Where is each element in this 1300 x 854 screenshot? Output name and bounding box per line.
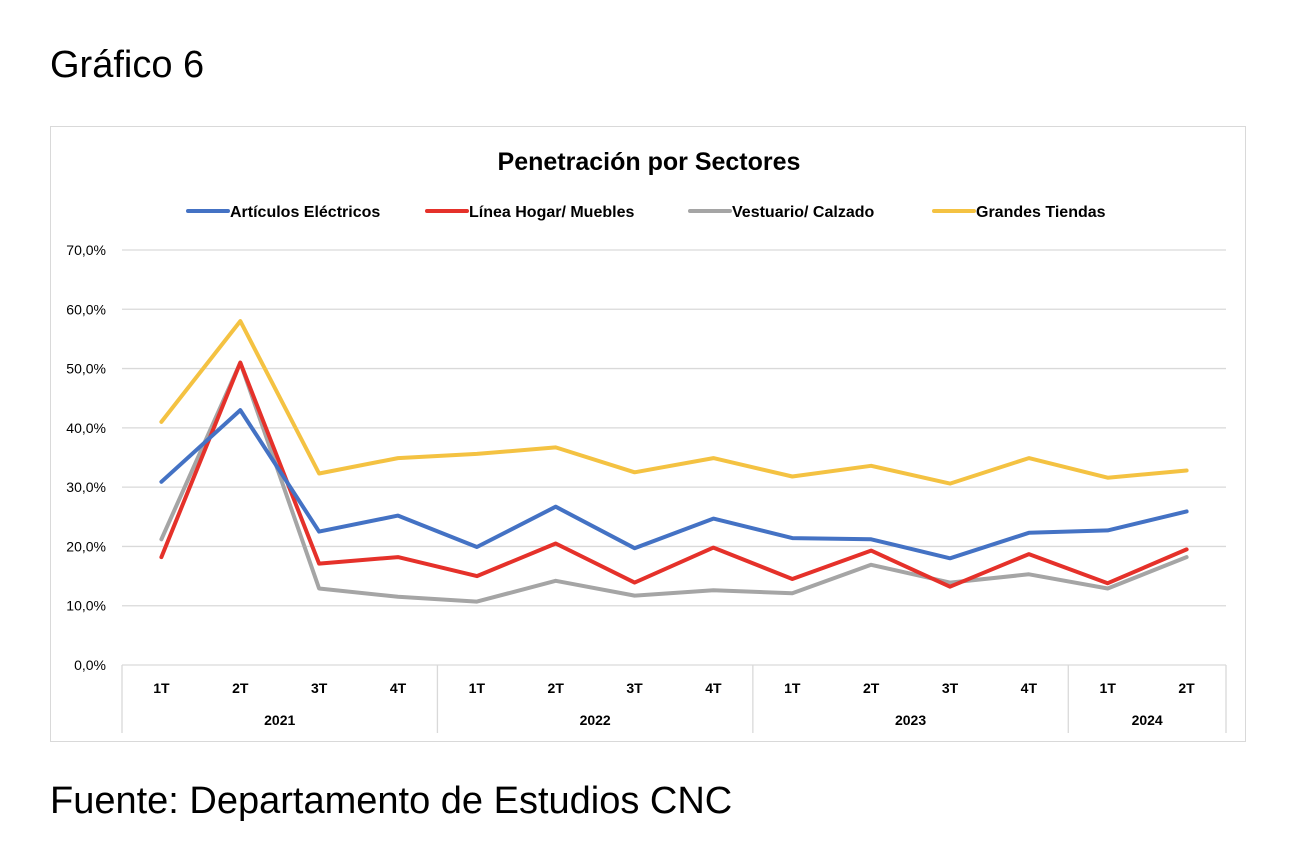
y-tick-label: 60,0%: [66, 301, 106, 317]
x-tick-label: 2T: [548, 680, 565, 696]
x-tick-label: 2T: [1178, 680, 1195, 696]
y-tick-label: 20,0%: [66, 538, 106, 554]
legend: Artículos Eléctricos Línea Hogar/ Muebles…: [186, 204, 1106, 221]
chart-title: Penetración por Sectores: [498, 148, 801, 176]
x-axis: 1T 2T 3T 4T 1T 2T 3T 4T 1T 2T 3T 4T 1T 2T 2021 2022 2023…: [121, 665, 1227, 733]
x-group-label: 2023: [895, 712, 926, 728]
series-line-1: [159, 360, 1189, 589]
x-tick-label: 1T: [153, 680, 170, 696]
legend-label: Grandes Tiendas: [976, 204, 1106, 221]
y-tick-label: 10,0%: [66, 598, 106, 614]
y-tick-label: 50,0%: [66, 361, 106, 377]
x-tick-label: 1T: [469, 680, 486, 696]
x-tick-label: 4T: [390, 680, 407, 696]
chart-frame: [50, 126, 1246, 742]
x-tick-label: 4T: [1021, 680, 1038, 696]
series-line-0: [159, 408, 1189, 561]
x-tick-label: 3T: [626, 680, 643, 696]
x-group-label: 2024: [1132, 712, 1163, 728]
y-tick-label: 30,0%: [66, 479, 106, 495]
x-tick-label: 1T: [784, 680, 801, 696]
y-axis-tick-labels: 0,0% 10,0% 20,0% 30,0% 40,0% 50,0% 60,0% 70,0%: [66, 242, 106, 673]
legend-label: Línea Hogar/ Muebles: [469, 204, 634, 221]
x-tick-label: 4T: [705, 680, 722, 696]
legend-label: Vestuario/ Calzado: [732, 204, 874, 221]
x-group-label: 2021: [264, 712, 295, 728]
x-tick-label: 1T: [1100, 680, 1117, 696]
series-lines: [159, 319, 1189, 604]
x-tick-label: 3T: [942, 680, 959, 696]
series-line-2: [159, 360, 1189, 604]
figure-label: Gráfico 6: [50, 44, 205, 86]
figure-source: Fuente: Departamento de Estudios CNC: [50, 780, 733, 822]
x-group-label: 2022: [580, 712, 611, 728]
y-tick-label: 0,0%: [74, 657, 106, 673]
y-tick-label: 40,0%: [66, 420, 106, 436]
gridlines: [122, 249, 1226, 666]
legend-label: Artículos Eléctricos: [230, 204, 380, 221]
x-tick-label: 3T: [311, 680, 328, 696]
y-tick-label: 70,0%: [66, 242, 106, 258]
x-tick-label: 2T: [863, 680, 880, 696]
series-line-3: [159, 319, 1189, 486]
x-tick-label: 2T: [232, 680, 249, 696]
